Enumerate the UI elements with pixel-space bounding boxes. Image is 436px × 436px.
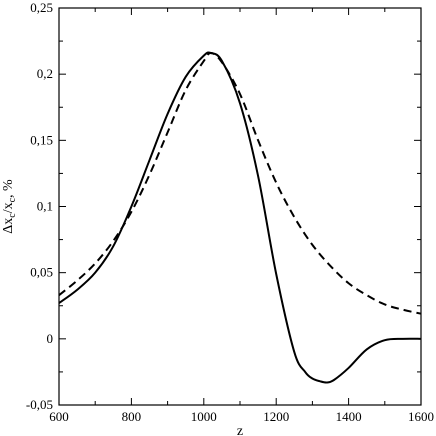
y-axis-title-subscript: c: [7, 213, 18, 218]
y-tick-label: 0,2: [37, 66, 53, 81]
x-tick-label: 600: [49, 409, 69, 424]
dashed-series-line: [58, 51, 422, 315]
y-tick-label: 0,25: [30, 0, 53, 15]
plot-frame: [58, 7, 422, 406]
y-axis-title-part: /x: [1, 202, 16, 213]
y-axis-title: Δxc/xc, %: [1, 179, 18, 234]
y-tick-label: 0: [47, 331, 54, 346]
solid-series-line: [58, 51, 422, 384]
x-axis-title: z: [237, 424, 243, 436]
y-tick-label: 0,15: [30, 132, 53, 147]
axis-ticks: [58, 7, 422, 406]
axis-tick-labels: 600 800 1000 1200 1400 1600 -0,05 0 0,05 0,1 0,15 0…: [26, 0, 434, 424]
x-tick-label: 1000: [191, 409, 217, 424]
x-tick-label: 1400: [336, 409, 362, 424]
y-tick-label: 0,1: [37, 199, 53, 214]
y-axis-title-part: , %: [1, 179, 16, 198]
x-tick-label: 1600: [408, 409, 434, 424]
y-axis-title-subscript: c: [7, 197, 18, 202]
y-axis-title-part: Δx: [1, 218, 16, 234]
y-tick-label: 0,05: [30, 265, 53, 280]
y-tick-label: -0,05: [26, 397, 53, 412]
x-tick-label: 1200: [263, 409, 289, 424]
x-tick-label: 800: [122, 409, 142, 424]
series-group: [58, 51, 422, 384]
